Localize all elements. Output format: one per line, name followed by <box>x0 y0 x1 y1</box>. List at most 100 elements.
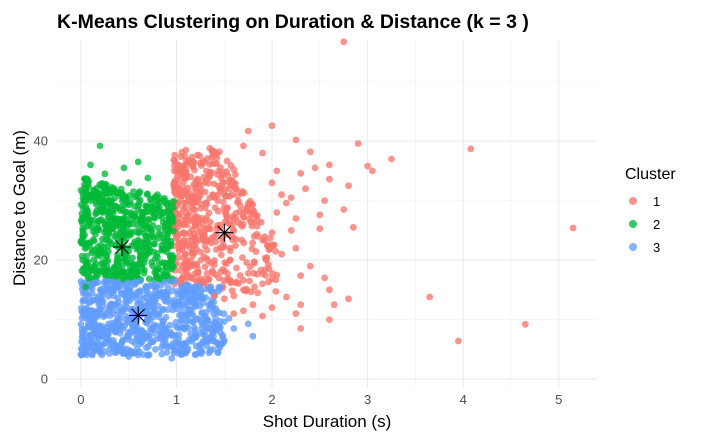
data-point <box>101 170 109 178</box>
data-point <box>196 159 204 167</box>
x-tick-label: 4 <box>460 392 467 407</box>
data-point <box>219 179 227 187</box>
data-point <box>189 318 197 326</box>
data-point <box>184 194 192 202</box>
data-point <box>101 229 108 236</box>
data-point <box>182 295 190 303</box>
data-point <box>171 277 179 285</box>
data-point <box>99 207 107 215</box>
data-point <box>133 266 141 273</box>
center-marker-stroke <box>115 240 129 254</box>
data-point <box>232 242 239 250</box>
data-point <box>244 320 252 328</box>
data-point <box>79 227 87 235</box>
data-point <box>82 197 89 205</box>
data-point <box>214 349 222 357</box>
data-point <box>388 155 395 163</box>
data-point <box>168 215 176 222</box>
data-point <box>426 293 434 301</box>
data-point <box>125 353 133 360</box>
data-point <box>138 327 146 335</box>
data-point <box>179 289 187 297</box>
data-point <box>183 256 191 264</box>
data-point <box>144 247 152 255</box>
data-point <box>191 249 198 257</box>
data-point <box>141 255 149 262</box>
data-point <box>171 296 179 304</box>
data-point <box>98 249 105 256</box>
data-point <box>92 307 100 315</box>
cluster-centers <box>113 223 234 325</box>
data-point <box>205 209 213 217</box>
data-point <box>185 157 193 165</box>
data-point <box>173 347 180 354</box>
data-point <box>106 197 113 205</box>
data-point <box>170 180 178 188</box>
data-point <box>113 348 120 356</box>
center-marker-stroke <box>217 225 232 240</box>
data-point <box>141 266 148 274</box>
data-point <box>455 337 462 345</box>
data-point <box>142 232 150 240</box>
data-point <box>114 272 122 280</box>
data-point <box>330 301 338 309</box>
data-point <box>122 258 130 266</box>
data-point <box>264 261 272 268</box>
data-point <box>268 275 276 283</box>
data-point <box>82 308 90 316</box>
data-point <box>195 181 202 188</box>
data-point <box>89 227 97 235</box>
data-point <box>110 185 118 193</box>
data-point <box>244 207 252 215</box>
data-point <box>116 204 124 211</box>
data-point <box>154 235 162 242</box>
data-point <box>82 176 90 184</box>
data-point <box>82 342 90 350</box>
data-point <box>109 225 117 233</box>
data-point <box>278 191 285 199</box>
data-point <box>201 263 209 271</box>
data-point <box>207 334 214 342</box>
data-point <box>183 216 191 224</box>
data-point <box>273 167 281 175</box>
data-point <box>144 174 152 182</box>
legend-label-2: 2 <box>653 217 660 232</box>
data-point <box>190 181 198 189</box>
data-point <box>178 169 186 177</box>
data-point <box>178 163 186 171</box>
data-point <box>194 268 202 276</box>
data-points <box>77 38 577 362</box>
data-point <box>116 215 123 223</box>
data-point <box>233 264 240 272</box>
data-point <box>88 265 96 273</box>
data-point <box>321 274 328 282</box>
data-point <box>203 269 211 277</box>
data-point <box>171 189 178 196</box>
data-point <box>216 148 223 156</box>
data-point <box>133 288 141 296</box>
data-point <box>302 185 309 193</box>
x-axis-title: Shot Duration (s) <box>263 412 392 431</box>
data-point <box>118 230 125 238</box>
data-point <box>340 38 348 46</box>
data-point <box>230 310 238 317</box>
data-point <box>166 225 173 232</box>
data-point <box>364 162 371 170</box>
data-point <box>134 206 142 213</box>
data-point <box>192 301 200 309</box>
data-point <box>88 247 96 255</box>
data-point <box>203 255 211 262</box>
data-point <box>88 289 96 297</box>
data-point <box>191 293 199 301</box>
data-point <box>202 199 210 207</box>
data-point <box>111 301 119 308</box>
data-point <box>223 214 231 222</box>
data-point <box>142 284 150 291</box>
data-point <box>150 309 158 317</box>
data-point <box>321 197 328 205</box>
data-point <box>164 230 172 238</box>
data-point <box>79 332 87 340</box>
y-tick-label: 0 <box>41 372 48 387</box>
data-point <box>183 221 191 229</box>
data-point <box>217 251 225 259</box>
